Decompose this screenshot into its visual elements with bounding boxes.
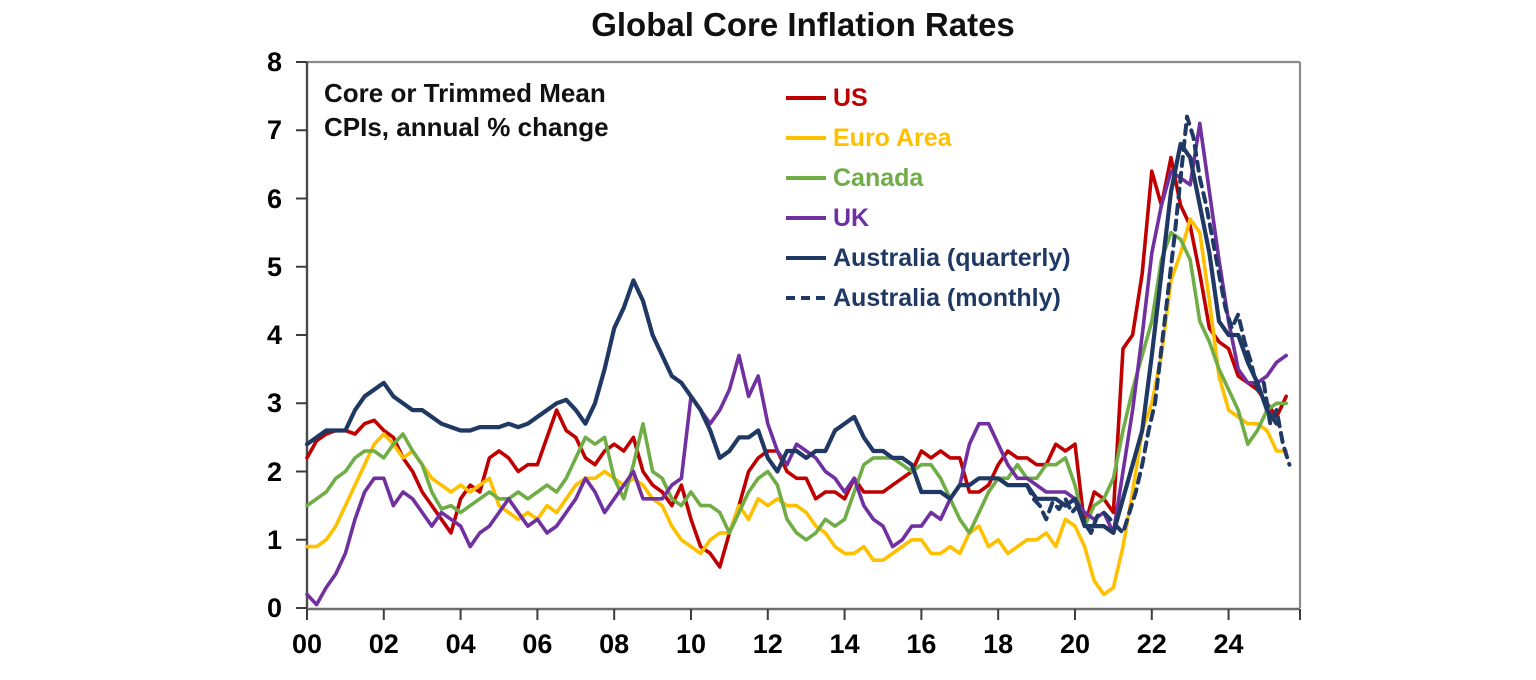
subtitle-line-2: CPIs, annual % change — [324, 112, 609, 142]
x-tick-label: 06 — [522, 629, 553, 659]
legend-label-uk: UK — [833, 203, 870, 232]
legend-line-swatch-uk — [786, 216, 826, 220]
series-line-canada — [305, 230, 1288, 542]
legend-line-swatch-euro-area — [786, 136, 826, 140]
legend-label-australia-monthly: Australia (monthly) — [833, 283, 1061, 312]
legend-line-swatch-canada — [786, 176, 826, 180]
x-tick-label: 08 — [599, 629, 630, 659]
y-tick-label: 5 — [266, 251, 282, 282]
subtitle-line-1: Core or Trimmed Mean — [324, 78, 606, 108]
x-tick-label: 18 — [983, 629, 1014, 659]
chart-title: Global Core Inflation Rates — [591, 6, 1015, 43]
y-tick-label: 0 — [266, 593, 282, 623]
legend-item-australia-monthly: Australia (monthly) — [786, 278, 1071, 318]
legend-line-swatch-us — [786, 96, 826, 100]
x-tick-label: 24 — [1213, 629, 1244, 659]
legend-label-canada: Canada — [833, 163, 924, 192]
chart-subtitle: Core or Trimmed Mean CPIs, annual % chan… — [324, 76, 609, 144]
y-tick-label: 2 — [266, 456, 282, 487]
y-tick-label: 4 — [266, 320, 282, 350]
x-tick-label: 16 — [906, 629, 937, 659]
y-tick-label: 6 — [266, 183, 282, 214]
x-tick-label: 14 — [829, 629, 860, 659]
x-tick-label: 20 — [1059, 629, 1090, 659]
x-tick-label: 22 — [1136, 629, 1167, 659]
x-tick-label: 10 — [675, 629, 706, 659]
legend-item-uk: UK — [786, 198, 1071, 238]
series-line-euro-area — [305, 217, 1288, 597]
x-tick-label: 04 — [445, 629, 476, 659]
x-tick-label: 00 — [291, 629, 323, 659]
legend-item-canada: Canada — [786, 158, 1071, 198]
y-tick-label: 3 — [266, 388, 282, 419]
legend-line-swatch-australia-quarterly — [786, 256, 826, 260]
legend-line-swatch-australia-monthly — [786, 296, 826, 300]
legend-label-us: US — [833, 83, 868, 112]
y-tick-label: 8 — [266, 47, 282, 77]
legend-item-euro-area: Euro Area — [786, 118, 1071, 158]
series-line-australia-monthly — [1025, 114, 1292, 535]
y-tick-label: 1 — [266, 524, 282, 555]
legend-item-australia-quarterly: Australia (quarterly) — [786, 238, 1071, 278]
x-tick-label: 02 — [368, 629, 399, 659]
legend-label-australia-quarterly: Australia (quarterly) — [833, 243, 1071, 272]
series-line-us — [305, 155, 1288, 569]
series-line-uk — [305, 121, 1288, 607]
x-tick-label: 12 — [752, 629, 783, 659]
legend: US Euro Area Canada UK Australia (quarterly)… — [786, 78, 1071, 318]
legend-label-euro-area: Euro Area — [833, 123, 952, 152]
y-tick-label: 7 — [266, 115, 282, 146]
legend-item-us: US — [786, 78, 1071, 118]
